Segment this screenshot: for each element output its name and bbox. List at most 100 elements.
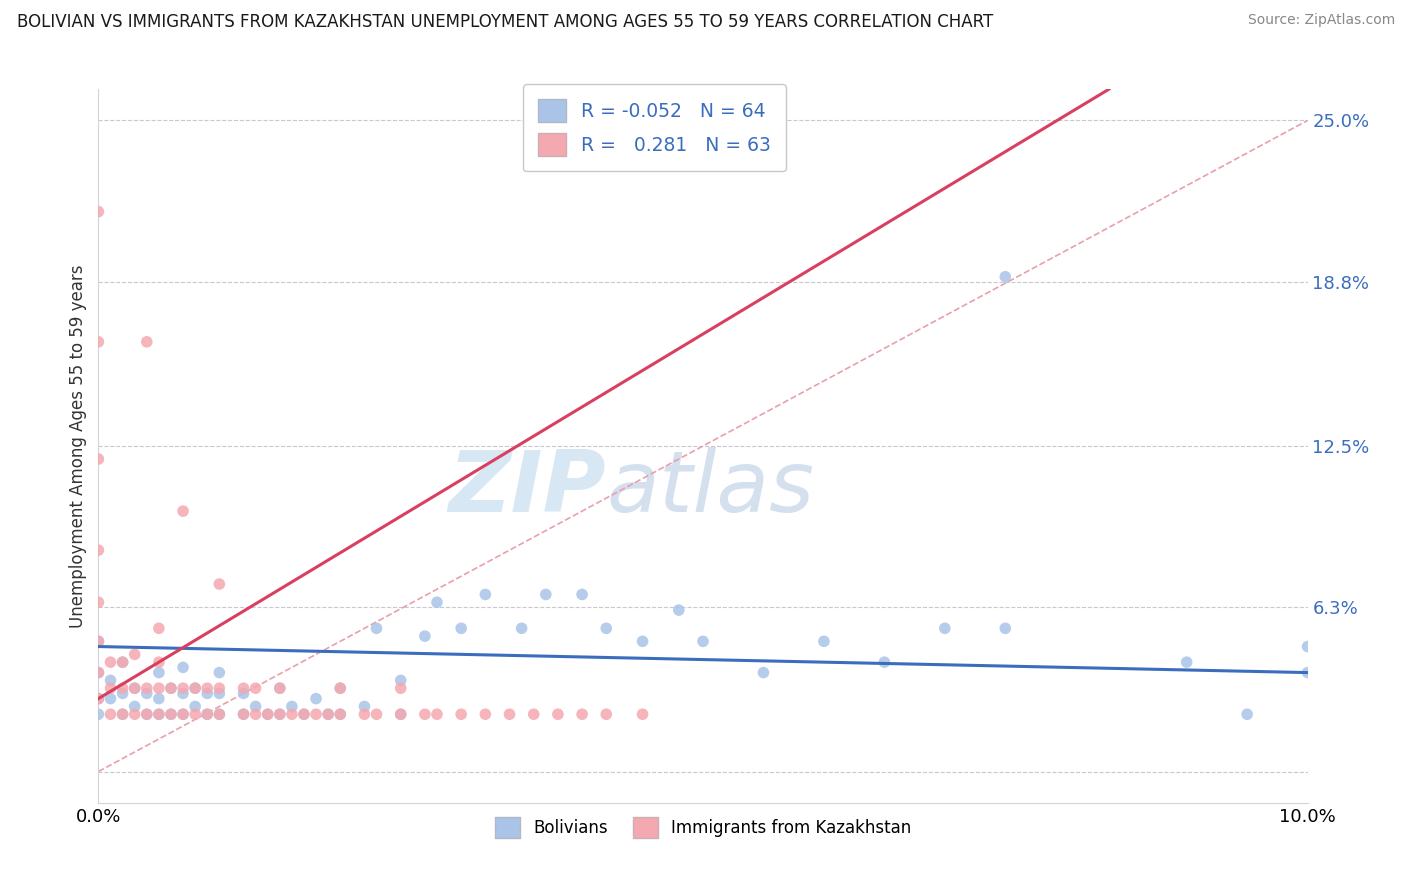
Point (232, 686, 254, 700)
Point (426, 595, 449, 609)
Point (87, 707, 110, 722)
Point (413, 707, 436, 722)
Point (292, 707, 315, 722)
Point (87, 595, 110, 609)
Point (148, 707, 170, 722)
Point (184, 681, 207, 696)
Point (329, 681, 352, 696)
Point (668, 603, 690, 617)
Point (148, 665, 170, 680)
Point (305, 691, 328, 706)
Point (124, 681, 146, 696)
Text: ZIP: ZIP (449, 447, 606, 531)
Point (256, 707, 278, 722)
Point (124, 681, 146, 696)
Text: atlas: atlas (606, 447, 814, 531)
Point (111, 681, 134, 696)
Point (195, 681, 218, 696)
Point (208, 681, 231, 696)
Point (160, 681, 183, 696)
Point (1175, 655, 1198, 669)
Point (87, 634, 110, 648)
Point (474, 587, 496, 601)
Point (135, 686, 157, 700)
Point (148, 681, 170, 696)
Point (547, 707, 569, 722)
Point (498, 707, 520, 722)
Point (124, 707, 146, 722)
Point (87, 665, 110, 680)
Point (135, 707, 157, 722)
Point (389, 673, 412, 688)
Point (148, 655, 170, 669)
Point (523, 707, 546, 722)
Text: BOLIVIAN VS IMMIGRANTS FROM KAZAKHSTAN UNEMPLOYMENT AMONG AGES 55 TO 59 YEARS CO: BOLIVIAN VS IMMIGRANTS FROM KAZAKHSTAN U… (17, 13, 993, 31)
Point (269, 681, 291, 696)
Point (426, 707, 449, 722)
Point (87, 634, 110, 648)
Point (232, 681, 254, 696)
Point (111, 655, 134, 669)
Point (474, 707, 496, 722)
Point (135, 681, 157, 696)
Point (232, 707, 254, 722)
Point (813, 634, 835, 648)
Point (172, 707, 194, 722)
Point (208, 707, 231, 722)
Point (256, 707, 278, 722)
Point (366, 621, 388, 635)
Point (124, 699, 146, 714)
Point (87, 665, 110, 680)
Point (208, 707, 231, 722)
Point (195, 707, 218, 722)
Point (752, 665, 775, 680)
Point (148, 691, 170, 706)
Point (184, 699, 207, 714)
Point (160, 707, 183, 722)
Point (232, 707, 254, 722)
Point (87, 452, 110, 467)
Point (184, 681, 207, 696)
Point (245, 681, 267, 696)
Point (353, 699, 375, 714)
Point (571, 587, 593, 601)
Point (135, 334, 157, 349)
Point (87, 334, 110, 349)
Point (269, 707, 291, 722)
Point (510, 621, 533, 635)
Point (124, 648, 146, 662)
Point (184, 707, 207, 722)
Point (100, 655, 122, 669)
Point (631, 634, 654, 648)
Point (172, 686, 194, 700)
Point (366, 707, 388, 722)
Point (111, 707, 134, 722)
Point (316, 707, 339, 722)
Point (994, 269, 1017, 284)
Point (208, 577, 231, 591)
Point (934, 621, 956, 635)
Point (160, 681, 183, 696)
Point (329, 681, 352, 696)
Point (87, 691, 110, 706)
Point (245, 707, 267, 722)
Point (148, 621, 170, 635)
Point (245, 699, 267, 714)
Point (172, 504, 194, 518)
Legend: Bolivians, Immigrants from Kazakhstan: Bolivians, Immigrants from Kazakhstan (488, 811, 918, 845)
Point (281, 699, 304, 714)
Point (316, 707, 339, 722)
Point (692, 634, 714, 648)
Point (111, 707, 134, 722)
Point (329, 707, 352, 722)
Point (135, 707, 157, 722)
Point (571, 707, 593, 722)
Point (1296, 640, 1319, 654)
Point (87, 691, 110, 706)
Text: Source: ZipAtlas.com: Source: ZipAtlas.com (1247, 13, 1395, 28)
Point (100, 707, 122, 722)
Point (1296, 665, 1319, 680)
Point (450, 707, 472, 722)
Point (269, 681, 291, 696)
Point (100, 691, 122, 706)
